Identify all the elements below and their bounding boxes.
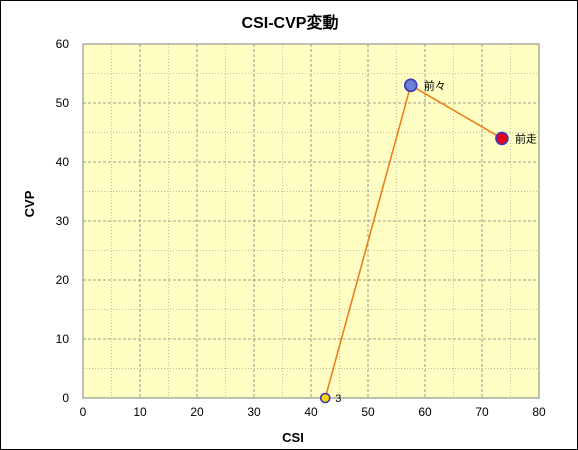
y-tick-label: 10 <box>56 332 70 346</box>
data-point-label: 前々 <box>424 78 446 92</box>
x-tick-label: 30 <box>247 405 261 419</box>
y-tick-label: 20 <box>56 273 70 287</box>
y-tick-label: 30 <box>56 214 70 228</box>
chart-title: CSI-CVP変動 <box>242 13 339 32</box>
y-axis-title: CVP <box>22 190 37 217</box>
y-tick-label: 0 <box>62 391 69 405</box>
series-line <box>324 84 503 399</box>
x-tick-label: 0 <box>80 405 87 419</box>
y-axis-ticks: 0 10 20 30 40 50 60 <box>56 37 70 405</box>
series-segment <box>410 84 503 140</box>
series-segment <box>324 85 412 399</box>
x-tick-label: 10 <box>133 405 147 419</box>
y-tick-label: 40 <box>56 155 70 169</box>
plot-border <box>82 43 540 399</box>
data-point-1 <box>319 392 331 404</box>
x-axis-title: CSI <box>282 430 304 445</box>
x-tick-label: 70 <box>475 405 489 419</box>
data-point-label: 前走 <box>515 131 537 145</box>
data-point-2 <box>403 78 418 93</box>
data-point-label: 3 <box>335 393 341 405</box>
y-tick-label: 50 <box>56 96 70 110</box>
x-axis-ticks: 0 10 20 30 40 50 60 70 80 <box>80 405 546 419</box>
x-tick-label: 40 <box>304 405 318 419</box>
series-points <box>319 78 509 404</box>
x-tick-label: 80 <box>532 405 546 419</box>
x-tick-label: 20 <box>190 405 204 419</box>
x-tick-label: 50 <box>361 405 375 419</box>
x-tick-label: 60 <box>418 405 432 419</box>
y-tick-label: 60 <box>56 37 70 51</box>
data-point-3 <box>495 131 509 146</box>
